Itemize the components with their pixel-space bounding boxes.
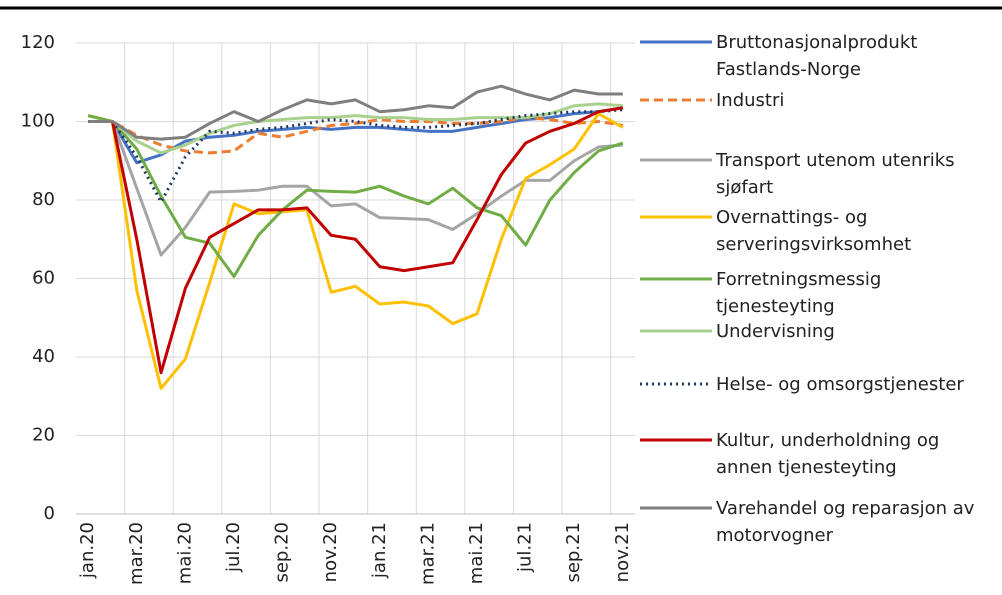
x-tick-label: mar.20	[126, 522, 147, 585]
x-tick-label: jan.20	[77, 522, 98, 579]
series-line	[88, 106, 624, 375]
x-tick-label: nov.21	[612, 522, 633, 582]
series-line	[88, 116, 624, 155]
x-tick-label: jul.21	[515, 522, 536, 573]
y-tick-label: 100	[21, 111, 55, 132]
x-tick-label: jan.21	[369, 522, 390, 579]
legend-label: Kultur, underholdning og annen tjenestey…	[716, 430, 940, 478]
series-line	[87, 112, 624, 390]
series-line	[87, 114, 624, 279]
x-tick-label: mai.21	[466, 522, 487, 584]
series-line	[88, 106, 624, 165]
y-tick-label: 60	[32, 268, 55, 289]
legend-label: Overnattings- og serveringsvirksomhet	[716, 207, 912, 255]
legend-label: Undervisning	[716, 321, 835, 342]
x-tick-label: sep.20	[272, 522, 293, 583]
legend-label: Bruttonasjonalprodukt Fastlands-Norge	[716, 32, 918, 80]
series-line	[88, 102, 623, 155]
legend-label: Helse- og omsorgstjenester	[716, 374, 964, 395]
x-tick-label: mar.21	[417, 522, 438, 585]
y-tick-label: 40	[32, 346, 55, 367]
y-tick-label: 120	[21, 32, 55, 53]
legend-label: Forretningsmessig tjenesteyting	[716, 269, 882, 317]
y-tick-label: 20	[32, 425, 55, 446]
legend-label: Varehandel og reparasjon av motorvogner	[716, 498, 975, 546]
y-tick-label: 0	[44, 503, 55, 524]
x-tick-label: mai.20	[174, 522, 195, 584]
legend-label: Transport utenom utenriks sjøfart	[716, 150, 955, 198]
x-tick-label: jul.20	[223, 522, 244, 573]
legend-label: Industri	[716, 90, 785, 111]
series-line	[88, 120, 623, 257]
y-tick-label: 80	[32, 189, 55, 210]
x-tick-label: sep.21	[563, 522, 584, 583]
x-tick-label: nov.20	[320, 522, 341, 582]
series-line	[88, 84, 623, 141]
